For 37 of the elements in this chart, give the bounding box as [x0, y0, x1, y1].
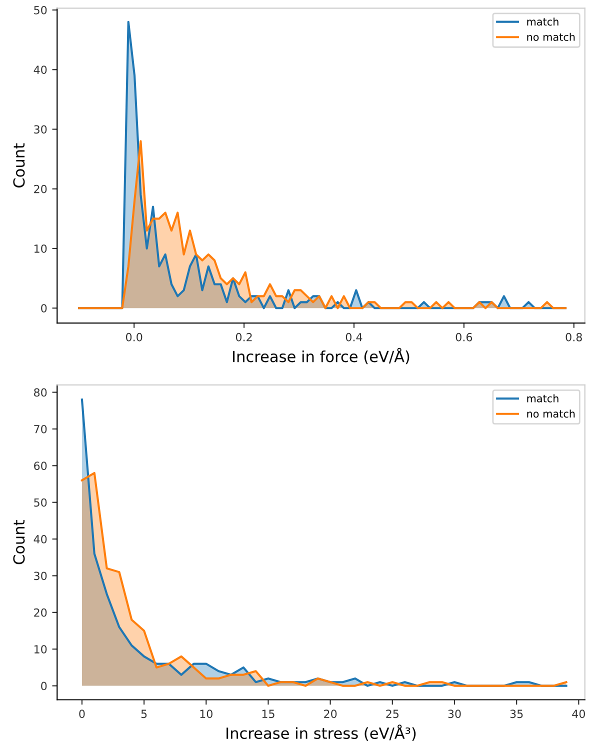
x-tick-label: 0.8	[566, 332, 582, 342]
x-tick-label: 25	[386, 710, 399, 718]
y-tick-label: 80	[34, 388, 47, 397]
y-axis-title: Count	[13, 143, 25, 188]
y-tick-label: 30	[34, 572, 47, 580]
y-tick-label: 50	[34, 498, 47, 507]
y-axis-title: Count	[13, 520, 25, 564]
x-tick-label: 0.4	[346, 332, 362, 342]
legend-label: no match	[527, 410, 575, 418]
y-tick-label: 40	[34, 66, 47, 74]
x-tick-label: 5	[141, 710, 147, 718]
x-axis-title: Increase in force (eV/Å)	[233, 348, 410, 364]
y-tick-label: 60	[34, 462, 47, 470]
y-tick-label: 10	[34, 645, 47, 654]
x-tick-label: 20	[324, 710, 337, 718]
legend-label: no match	[527, 32, 575, 41]
x-tick-label: 35	[510, 710, 523, 718]
legend-label: match	[527, 18, 558, 26]
x-tick-label: 15	[262, 710, 274, 718]
x-tick-label: 0	[79, 710, 85, 718]
y-tick-label: 70	[34, 424, 47, 434]
y-tick-label: 0	[41, 682, 47, 690]
x-tick-label: 30	[448, 710, 461, 718]
y-tick-label: 0	[41, 304, 47, 312]
y-tick-label: 40	[34, 535, 47, 544]
y-tick-label: 50	[34, 6, 47, 14]
y-tick-label: 20	[34, 184, 47, 194]
y-tick-label: 10	[34, 244, 47, 253]
x-tick-label: 0.0	[126, 332, 142, 342]
y-tick-label: 20	[34, 608, 47, 617]
x-tick-label: 40	[572, 710, 585, 718]
y-tick-label: 30	[34, 125, 47, 134]
x-tick-label: 0.2	[236, 332, 252, 342]
x-tick-label: 0.6	[456, 332, 472, 342]
x-axis-title: Increase in stress (eV/Å³)	[226, 724, 416, 741]
x-tick-label: 10	[200, 710, 212, 718]
legend-label: match	[527, 394, 558, 402]
